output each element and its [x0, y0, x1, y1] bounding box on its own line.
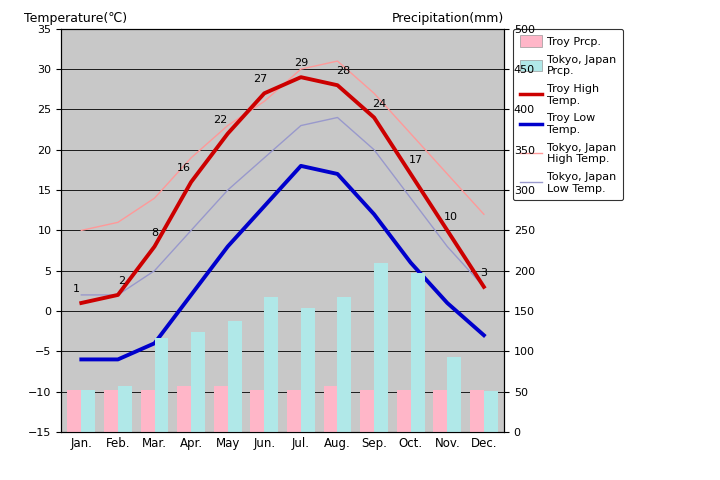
- Text: 28: 28: [336, 66, 350, 76]
- Bar: [214, 386, 228, 432]
- Text: 1: 1: [72, 284, 79, 294]
- Text: 24: 24: [372, 98, 387, 108]
- Bar: [177, 386, 191, 432]
- Text: 17: 17: [409, 155, 423, 165]
- Bar: [118, 386, 132, 432]
- Text: 2: 2: [118, 276, 125, 286]
- Text: 22: 22: [213, 115, 228, 125]
- Text: 29: 29: [294, 58, 308, 68]
- Text: Precipitation(mm): Precipitation(mm): [392, 12, 504, 25]
- Bar: [68, 390, 81, 432]
- Text: 3: 3: [480, 268, 487, 278]
- Bar: [264, 297, 278, 432]
- Bar: [140, 390, 155, 432]
- Text: 8: 8: [151, 228, 158, 238]
- Bar: [470, 390, 484, 432]
- Bar: [323, 386, 338, 432]
- Bar: [433, 390, 447, 432]
- Text: 27: 27: [253, 74, 268, 84]
- Bar: [104, 390, 118, 432]
- Bar: [287, 390, 301, 432]
- Bar: [251, 390, 264, 432]
- Bar: [191, 332, 205, 432]
- Bar: [484, 391, 498, 432]
- Bar: [397, 390, 410, 432]
- Text: 16: 16: [177, 163, 191, 173]
- Bar: [374, 263, 388, 432]
- Legend: Troy Prcp., Tokyo, Japan
Prcp., Troy High
Temp., Troy Low
Temp., Tokyo, Japan
Hi: Troy Prcp., Tokyo, Japan Prcp., Troy Hig…: [513, 29, 624, 201]
- Text: Temperature(℃): Temperature(℃): [24, 12, 127, 25]
- Bar: [447, 357, 462, 432]
- Bar: [81, 390, 95, 432]
- Bar: [301, 308, 315, 432]
- Bar: [360, 390, 374, 432]
- Bar: [338, 297, 351, 432]
- Bar: [228, 321, 242, 432]
- Bar: [410, 273, 425, 432]
- Bar: [155, 337, 168, 432]
- Text: 10: 10: [444, 212, 458, 222]
